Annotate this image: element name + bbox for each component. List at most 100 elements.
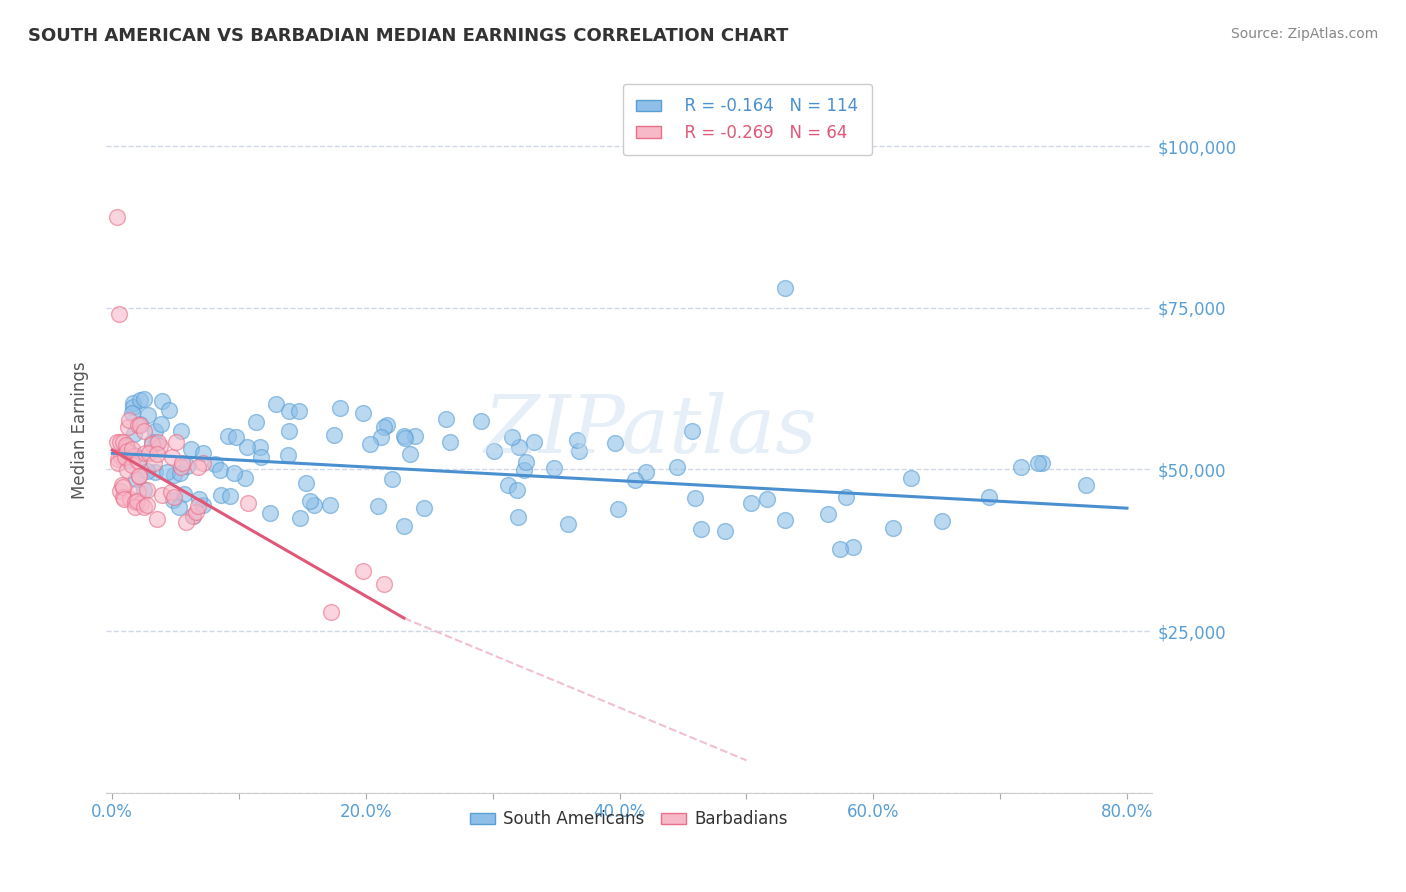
Point <box>523 434 546 449</box>
Point <box>193 445 215 459</box>
Point <box>176 458 198 473</box>
Point <box>186 499 208 513</box>
Point <box>1076 478 1098 492</box>
Point <box>117 419 139 434</box>
Point <box>235 471 257 485</box>
Text: SOUTH AMERICAN VS BARBADIAN MEDIAN EARNINGS CORRELATION CHART: SOUTH AMERICAN VS BARBADIAN MEDIAN EARNI… <box>28 27 789 45</box>
Point <box>105 435 128 450</box>
Point <box>129 417 152 432</box>
Point <box>157 402 180 417</box>
Point <box>183 508 205 523</box>
Point <box>666 460 689 475</box>
Point <box>108 483 131 498</box>
Point <box>156 465 179 479</box>
Point <box>143 456 166 470</box>
Point <box>132 425 155 439</box>
Point <box>121 458 143 472</box>
Point <box>773 513 796 527</box>
Point <box>607 502 630 516</box>
Point <box>683 491 706 505</box>
Point <box>121 406 143 420</box>
Point <box>288 511 311 525</box>
Point <box>169 466 191 480</box>
Point <box>132 483 155 497</box>
Point <box>118 491 141 506</box>
Point <box>259 506 281 520</box>
Point <box>605 436 627 450</box>
Point <box>122 426 145 441</box>
Point <box>165 435 187 450</box>
Point <box>218 490 240 504</box>
Point <box>370 430 392 444</box>
Point <box>508 440 530 454</box>
Point <box>623 473 645 487</box>
Point <box>121 442 143 456</box>
Point <box>127 485 149 500</box>
Point <box>392 518 415 533</box>
Point <box>107 452 129 467</box>
Point <box>470 414 492 428</box>
Point <box>124 495 146 509</box>
Point <box>114 450 136 464</box>
Point <box>377 418 399 433</box>
Point <box>127 453 149 467</box>
Point <box>129 417 152 431</box>
Point <box>112 492 135 507</box>
Point <box>149 417 172 432</box>
Point <box>277 424 299 438</box>
Text: Source: ZipAtlas.com: Source: ZipAtlas.com <box>1230 27 1378 41</box>
Point <box>501 430 523 444</box>
Point <box>835 491 858 505</box>
Point <box>176 515 198 529</box>
Point <box>110 449 132 463</box>
Point <box>224 466 246 480</box>
Point <box>977 490 1000 504</box>
Point <box>160 450 183 464</box>
Point <box>141 435 163 450</box>
Point <box>121 401 143 415</box>
Point <box>352 406 374 420</box>
Point <box>105 211 128 225</box>
Point <box>128 392 150 407</box>
Point <box>110 450 132 465</box>
Point <box>184 506 207 520</box>
Point <box>225 430 247 444</box>
Point <box>134 445 156 459</box>
Point <box>543 460 565 475</box>
Point <box>162 493 184 508</box>
Point <box>128 468 150 483</box>
Point <box>121 396 143 410</box>
Point <box>434 411 457 425</box>
Point <box>135 464 157 478</box>
Point <box>191 498 214 512</box>
Point <box>512 462 534 476</box>
Point <box>565 434 588 448</box>
Point <box>204 457 226 471</box>
Point <box>681 425 703 439</box>
Point <box>931 514 953 528</box>
Point <box>515 455 537 469</box>
Point <box>217 428 239 442</box>
Point <box>170 424 193 438</box>
Point <box>714 524 737 538</box>
Point <box>329 401 352 416</box>
Point <box>134 500 156 515</box>
Point <box>108 435 131 450</box>
Point <box>124 500 146 514</box>
Point <box>107 307 129 321</box>
Point <box>128 451 150 466</box>
Point <box>118 413 141 427</box>
Point <box>496 478 519 492</box>
Point <box>107 456 129 470</box>
Point <box>1031 456 1053 470</box>
Point <box>830 541 852 556</box>
Point <box>634 465 657 479</box>
Point <box>160 484 183 499</box>
Point <box>115 440 138 454</box>
Point <box>1010 459 1032 474</box>
Point <box>146 512 169 526</box>
Point <box>882 521 904 535</box>
Point <box>115 462 138 476</box>
Point <box>367 499 389 513</box>
Point <box>250 450 273 464</box>
